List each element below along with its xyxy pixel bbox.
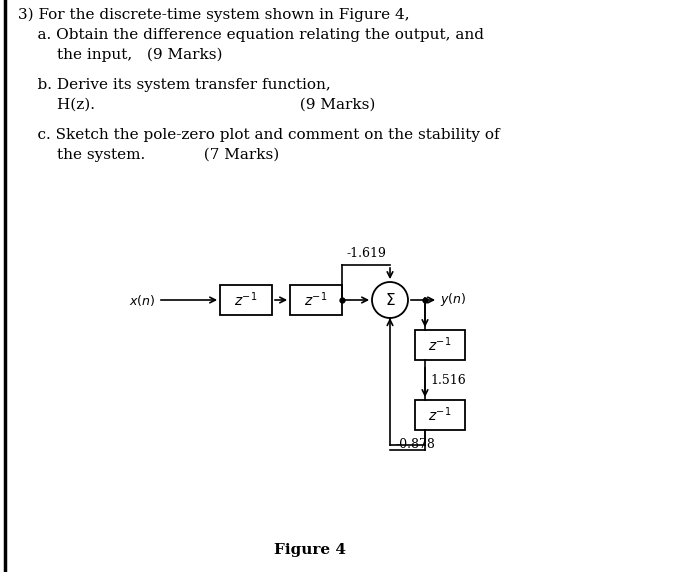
Text: $z^{-1}$: $z^{-1}$: [234, 291, 258, 309]
Text: $y(n)$: $y(n)$: [440, 292, 466, 308]
Text: -1.619: -1.619: [346, 247, 386, 260]
Text: 3) For the discrete-time system shown in Figure 4,: 3) For the discrete-time system shown in…: [18, 8, 409, 22]
Text: 1.516: 1.516: [430, 374, 466, 387]
Text: b. Derive its system transfer function,: b. Derive its system transfer function,: [18, 78, 330, 92]
Text: $z^{-1}$: $z^{-1}$: [428, 336, 452, 354]
Text: $z^{-1}$: $z^{-1}$: [304, 291, 328, 309]
Text: $x(n)$: $x(n)$: [129, 292, 155, 308]
Bar: [415, 330, 465, 360]
Text: the input,   (9 Marks): the input, (9 Marks): [18, 48, 223, 62]
Text: a. Obtain the difference equation relating the output, and: a. Obtain the difference equation relati…: [18, 28, 484, 42]
Bar: [290, 285, 342, 315]
Bar: [220, 285, 272, 315]
Text: Figure 4: Figure 4: [274, 543, 346, 557]
Text: $\Sigma$: $\Sigma$: [385, 292, 396, 308]
Bar: [415, 400, 465, 430]
Text: $z^{-1}$: $z^{-1}$: [428, 406, 452, 424]
Text: c. Sketch the pole-zero plot and comment on the stability of: c. Sketch the pole-zero plot and comment…: [18, 128, 500, 142]
Text: the system.            (7 Marks): the system. (7 Marks): [18, 148, 279, 162]
Text: H(z).                                          (9 Marks): H(z). (9 Marks): [18, 98, 375, 112]
Text: -0.878: -0.878: [395, 439, 435, 451]
